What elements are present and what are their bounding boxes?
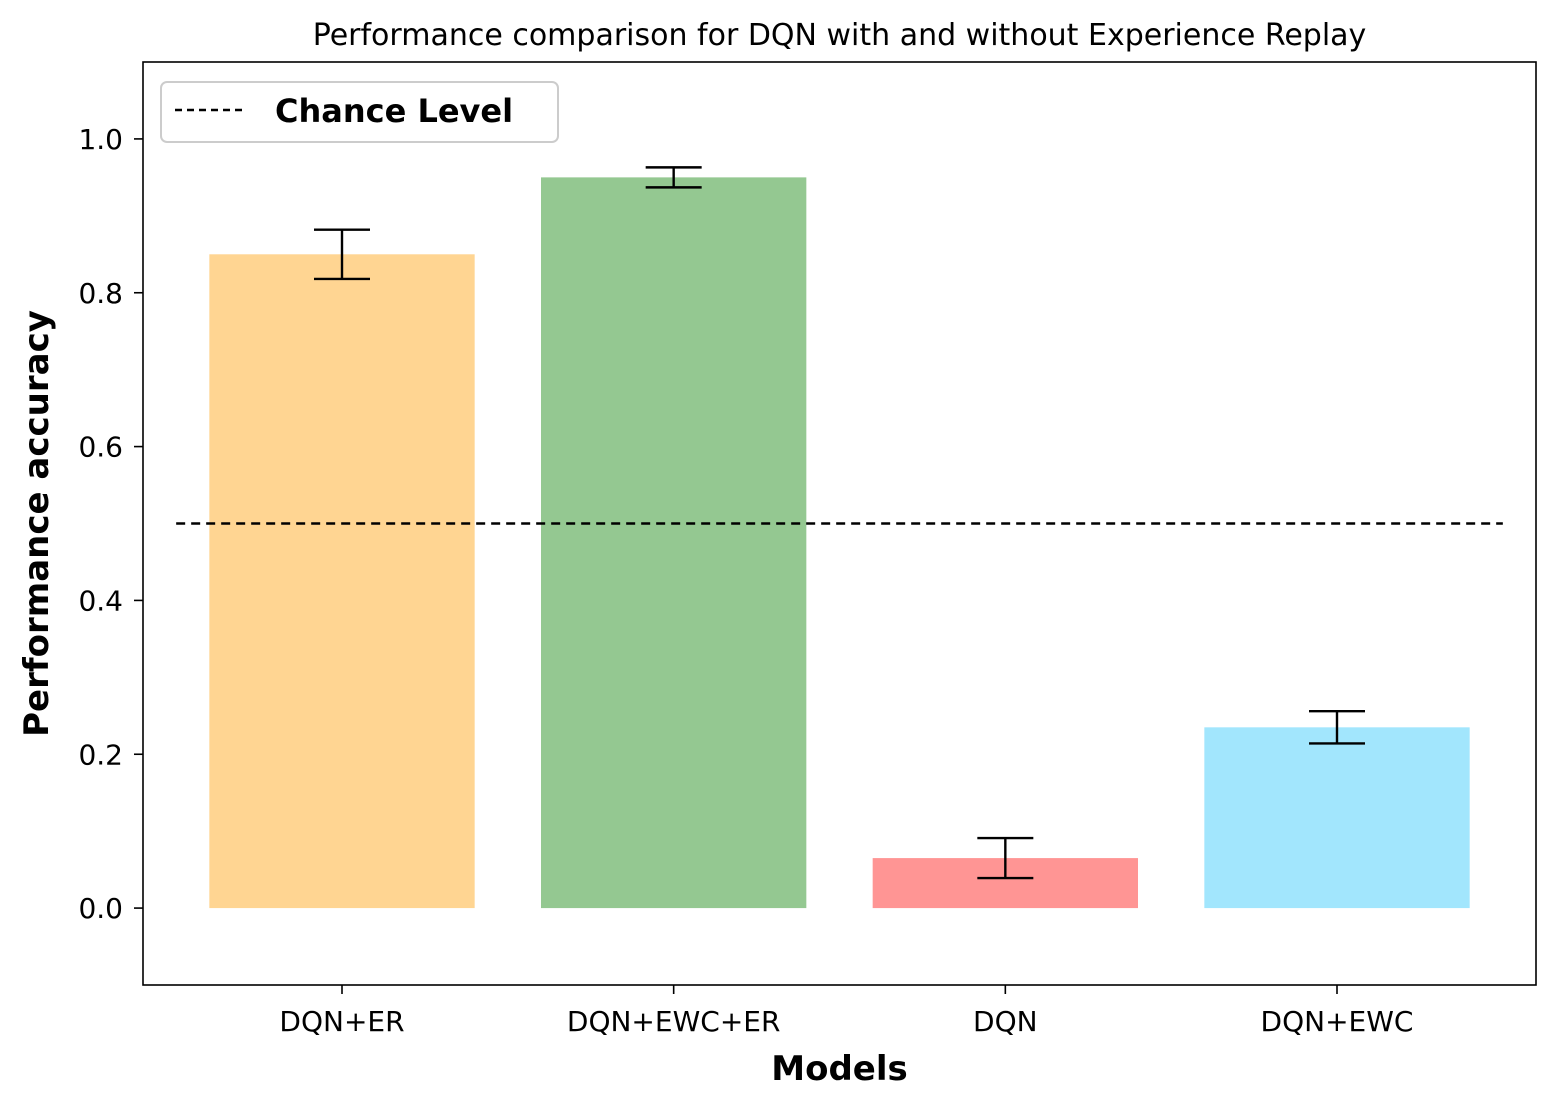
error-bars-layer — [314, 166, 1365, 880]
bar-dqn-ewc-er — [541, 177, 807, 909]
x-tick-label: DQN+EWC — [1261, 1005, 1414, 1038]
y-axis-title: Performance accuracy — [17, 310, 57, 737]
error-bar-dqn — [977, 836, 1034, 880]
y-tick-label: 0.4 — [78, 584, 123, 617]
error-bar-dqn-ewc-er — [645, 166, 702, 189]
legend-label-chance-level: Chance Level — [275, 92, 513, 130]
plot-frame — [142, 61, 1537, 986]
legend-box — [160, 81, 559, 143]
chart-title: Performance comparison for DQN with and … — [313, 18, 1367, 53]
y-tick-label: 1.0 — [78, 123, 123, 156]
x-axis: DQN+ER DQN+EWC+ER DQN DQN+EWC — [279, 985, 1413, 1038]
bar-dqn-er — [209, 254, 475, 909]
x-tick-label: DQN+EWC+ER — [567, 1005, 781, 1038]
legend: Chance Level — [160, 81, 559, 143]
x-tick-label: DQN — [973, 1005, 1038, 1038]
y-tick-label: 0.6 — [78, 431, 123, 464]
y-tick-label: 0.2 — [78, 738, 123, 771]
x-tick-label: DQN+ER — [279, 1005, 404, 1038]
bar-dqn-ewc — [1204, 727, 1470, 909]
error-bar-dqn-ewc — [1309, 709, 1365, 745]
y-axis: 0.0 0.2 0.4 0.6 0.8 1.0 — [78, 123, 143, 925]
x-axis-title: Models — [771, 1049, 907, 1089]
y-tick-label: 0.0 — [78, 892, 123, 925]
bars-layer — [209, 177, 1470, 909]
error-bar-dqn-er — [314, 228, 370, 281]
y-tick-label: 0.8 — [78, 277, 123, 310]
